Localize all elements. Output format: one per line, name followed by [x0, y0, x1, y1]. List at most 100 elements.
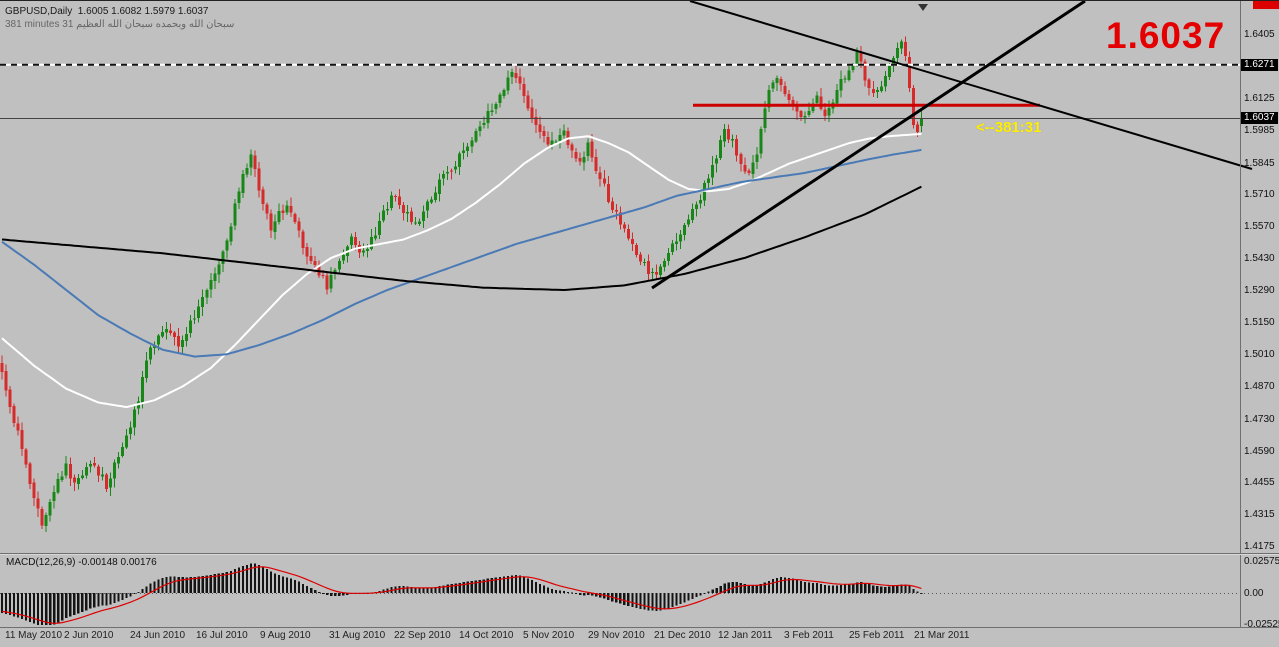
candle: [502, 88, 506, 99]
candle: [759, 126, 763, 159]
candle: [526, 90, 530, 112]
price-axis-label: 1.5710: [1244, 188, 1275, 200]
candle: [602, 170, 606, 187]
candle: [755, 147, 759, 169]
candle: [578, 152, 582, 166]
candle: [446, 166, 450, 180]
date-label: 11 May 2010: [5, 630, 63, 641]
candle: [683, 222, 686, 241]
candle: [44, 512, 48, 532]
date-label: 29 Nov 2010: [588, 630, 645, 641]
candle: [622, 222, 626, 233]
date-label: 9 Aug 2010: [260, 630, 311, 641]
candle: [847, 65, 851, 82]
candle: [586, 138, 590, 162]
candle: [129, 421, 132, 440]
candle: [538, 116, 542, 139]
shift-marker-icon[interactable]: [918, 4, 928, 11]
candle: [438, 173, 442, 202]
price-axis-divider[interactable]: [1240, 1, 1241, 627]
date-label: 24 Jun 2010: [130, 630, 186, 641]
price-axis-label: 1.5010: [1244, 349, 1275, 361]
candle: [590, 134, 594, 162]
candle: [799, 109, 803, 122]
candle: [610, 197, 614, 213]
candle: [663, 258, 666, 272]
candle: [381, 204, 385, 223]
candle: [32, 478, 36, 506]
price-axis-label: 1.6405: [1244, 29, 1275, 40]
price-axis-label: 1.4590: [1244, 445, 1275, 457]
ascending-trendline[interactable]: [651, 1, 1086, 290]
candle: [470, 137, 474, 153]
candle: [687, 214, 691, 228]
price-axis-label: 1.5290: [1244, 285, 1275, 296]
candle: [410, 207, 413, 225]
candle: [237, 187, 241, 209]
candle: [875, 87, 879, 98]
date-axis[interactable]: 11 May 2010 2 Jun 2010 24 Jun 2010 16 Jul 2…: [0, 629, 1240, 647]
candle: [478, 120, 482, 137]
candle: [654, 264, 658, 280]
candle: [919, 108, 923, 132]
candle: [450, 168, 454, 180]
candle: [0, 355, 4, 380]
date-label: 5 Nov 2010: [523, 630, 575, 641]
candle: [514, 65, 518, 83]
candle: [92, 456, 96, 468]
candle: [679, 229, 682, 249]
candle: [201, 289, 205, 316]
macd-axis: 0.02575 0.00 -0.02525: [1241, 1, 1279, 647]
candle: [281, 204, 285, 220]
candle: [430, 196, 434, 205]
candle: [377, 212, 381, 240]
candle: [691, 203, 695, 223]
candle: [104, 472, 108, 493]
candle: [458, 151, 462, 175]
candle: [638, 251, 642, 265]
date-label: 25 Feb 2011: [849, 630, 905, 641]
date-label: 21 Dec 2010: [654, 630, 711, 641]
big-price-label: 1.6037: [1106, 15, 1226, 56]
candle: [867, 78, 871, 96]
candle: [177, 327, 181, 353]
candle: [835, 84, 839, 107]
candle: [64, 456, 68, 479]
price-axis[interactable]: 1.6405 1.6125 1.5985 1.5845 1.5710 1.5570 1.54…: [1241, 1, 1279, 627]
price-axis-label: 1.5570: [1244, 220, 1275, 232]
candle: [506, 70, 510, 95]
descending-trendline[interactable]: [689, 1, 1253, 170]
candle: [895, 42, 899, 64]
ma-fast-white[interactable]: [1, 132, 922, 409]
candle: [642, 258, 646, 266]
candle: [883, 70, 887, 92]
candle: [189, 315, 193, 338]
candle: [249, 149, 253, 176]
candle: [305, 242, 309, 265]
price-axis-current-label: 1.6037: [1241, 112, 1278, 125]
candle: [76, 474, 80, 490]
candle: [209, 273, 213, 298]
date-label: 12 Jan 2011: [718, 630, 773, 641]
candle: [173, 330, 177, 346]
candle: [345, 244, 349, 263]
candle: [385, 202, 389, 216]
candle: [341, 249, 345, 265]
date-label: 2 Jun 2010: [64, 630, 114, 641]
price-axis-label: 1.4315: [1244, 508, 1275, 520]
date-label: 16 Jul 2010: [196, 630, 248, 641]
ma-slow-black[interactable]: [1, 185, 922, 291]
candle: [815, 91, 819, 106]
ma-medium-blue[interactable]: [1, 148, 922, 358]
macd-axis-label: 0.00: [1244, 588, 1264, 599]
candle: [594, 148, 598, 174]
candle: [398, 188, 401, 209]
candle: [671, 240, 674, 255]
price-axis-label: 1.4175: [1244, 541, 1275, 552]
macd-panel-divider[interactable]: [0, 553, 1279, 555]
candle: [153, 341, 157, 355]
candle: [562, 124, 566, 139]
candle: [618, 206, 622, 230]
candle: [309, 247, 313, 265]
